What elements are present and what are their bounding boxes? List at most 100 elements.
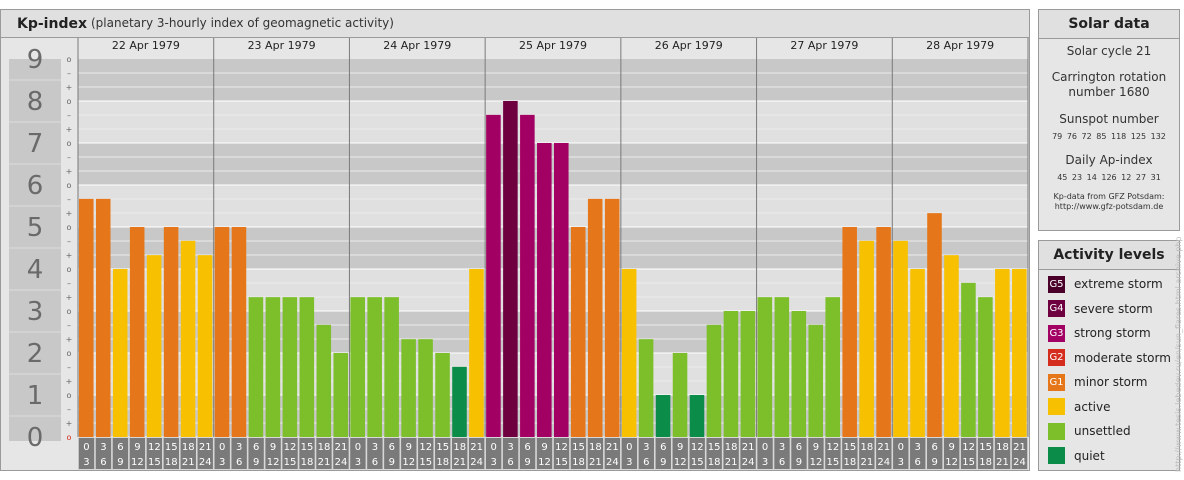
time-start-label: 15 — [844, 442, 857, 453]
time-end-label: 3 — [626, 457, 632, 468]
third-label: o — [67, 349, 72, 358]
kp-bar — [452, 366, 467, 437]
time-start-label: 0 — [898, 442, 904, 453]
kp-bar — [910, 269, 925, 437]
carrington-rotation-line1: Carrington rotation — [1051, 70, 1167, 84]
time-end-label: 3 — [762, 457, 768, 468]
kp-bar — [486, 114, 501, 438]
activity-level-label: active — [1074, 399, 1111, 414]
ap-title: Daily Ap-index — [1065, 153, 1153, 167]
kp-bar — [808, 324, 824, 437]
time-cell — [604, 438, 621, 469]
third-label: o — [67, 55, 72, 64]
kp-bar — [299, 297, 315, 437]
time-end-label: 6 — [915, 457, 921, 468]
third-label: o — [67, 265, 72, 274]
time-start-label: 15 — [301, 442, 314, 453]
time-end-label: 15 — [419, 457, 432, 468]
activity-level-item: G4 severe storm — [1048, 299, 1153, 319]
kp-bar — [621, 269, 637, 437]
time-start-label: 9 — [948, 442, 954, 453]
third-label: – — [67, 111, 71, 120]
time-end-label: 21 — [318, 457, 331, 468]
third-label: o — [67, 139, 72, 148]
activity-level-label: unsettled — [1074, 424, 1131, 438]
third-label: + — [66, 377, 73, 386]
third-label: – — [67, 321, 71, 330]
time-cell — [570, 438, 587, 469]
time-start-label: 6 — [796, 442, 802, 453]
time-end-label: 9 — [524, 457, 530, 468]
time-cell — [655, 438, 671, 469]
kp-bar — [401, 339, 416, 437]
time-cell — [808, 438, 824, 469]
time-cell — [621, 438, 638, 469]
time-start-label: 9 — [541, 442, 547, 453]
kp-bar — [248, 297, 264, 437]
time-start-label: 12 — [555, 442, 568, 453]
solar-data-panel: Solar data Solar cycle 21 Carrington rot… — [1038, 9, 1180, 231]
solar-data-title: Solar data — [1039, 10, 1179, 39]
kp-bar — [129, 227, 145, 437]
time-end-label: 12 — [402, 457, 415, 468]
third-label: o — [67, 223, 72, 232]
thirds-column — [61, 59, 78, 441]
kp-bar — [282, 297, 298, 437]
time-cell — [876, 438, 892, 469]
time-start-label: 18 — [725, 442, 738, 453]
y-tick-label: 9 — [27, 45, 44, 75]
time-cell — [299, 438, 315, 469]
time-start-label: 3 — [643, 442, 649, 453]
time-cell — [859, 438, 875, 469]
kp-bar — [859, 240, 874, 437]
time-cell — [519, 438, 536, 469]
third-label: + — [66, 209, 73, 218]
time-start-label: 9 — [270, 442, 276, 453]
time-cell — [977, 438, 994, 469]
time-start-label: 21 — [606, 442, 619, 453]
time-end-label: 24 — [606, 457, 619, 468]
time-end-label: 9 — [253, 457, 259, 468]
kp-bar — [706, 324, 722, 437]
kp-bar — [995, 269, 1010, 437]
time-start-label: 9 — [134, 442, 140, 453]
time-end-label: 24 — [470, 457, 483, 468]
kp-bar — [469, 269, 484, 437]
activity-level-label: severe storm — [1074, 301, 1153, 316]
activity-level-item: G1 minor storm — [1048, 372, 1147, 392]
kp-bar — [757, 297, 773, 437]
y-tick-label: 5 — [27, 213, 44, 243]
time-start-label: 21 — [335, 442, 348, 453]
time-cell — [943, 438, 960, 469]
kp-bar — [825, 297, 840, 437]
time-cell — [1011, 438, 1028, 469]
y-tick-label: 8 — [27, 87, 44, 117]
time-end-label: 6 — [372, 457, 378, 468]
time-cell — [587, 438, 604, 469]
kp-bar — [672, 353, 688, 437]
time-start-label: 15 — [165, 442, 178, 453]
time-start-label: 12 — [148, 442, 161, 453]
time-end-label: 12 — [945, 457, 958, 468]
time-cell — [791, 438, 807, 469]
time-end-label: 15 — [827, 457, 840, 468]
time-end-label: 12 — [674, 457, 687, 468]
kp-bar — [384, 297, 399, 437]
time-start-label: 15 — [708, 442, 721, 453]
third-label: o — [67, 97, 72, 106]
third-label: + — [66, 419, 73, 428]
y-tick-label: 0 — [27, 423, 44, 453]
time-cell — [248, 438, 264, 469]
time-cell — [842, 438, 858, 469]
y-tick-label: 6 — [27, 171, 44, 201]
kp-bar — [554, 143, 569, 437]
time-cell — [706, 438, 722, 469]
kp-bar — [350, 297, 365, 437]
kp-bar — [231, 227, 247, 437]
time-end-label: 18 — [979, 457, 992, 468]
time-start-label: 3 — [100, 442, 106, 453]
time-start-label: 12 — [691, 442, 704, 453]
time-cell — [197, 438, 213, 469]
time-start-label: 6 — [253, 442, 259, 453]
kp-bar — [893, 240, 908, 437]
